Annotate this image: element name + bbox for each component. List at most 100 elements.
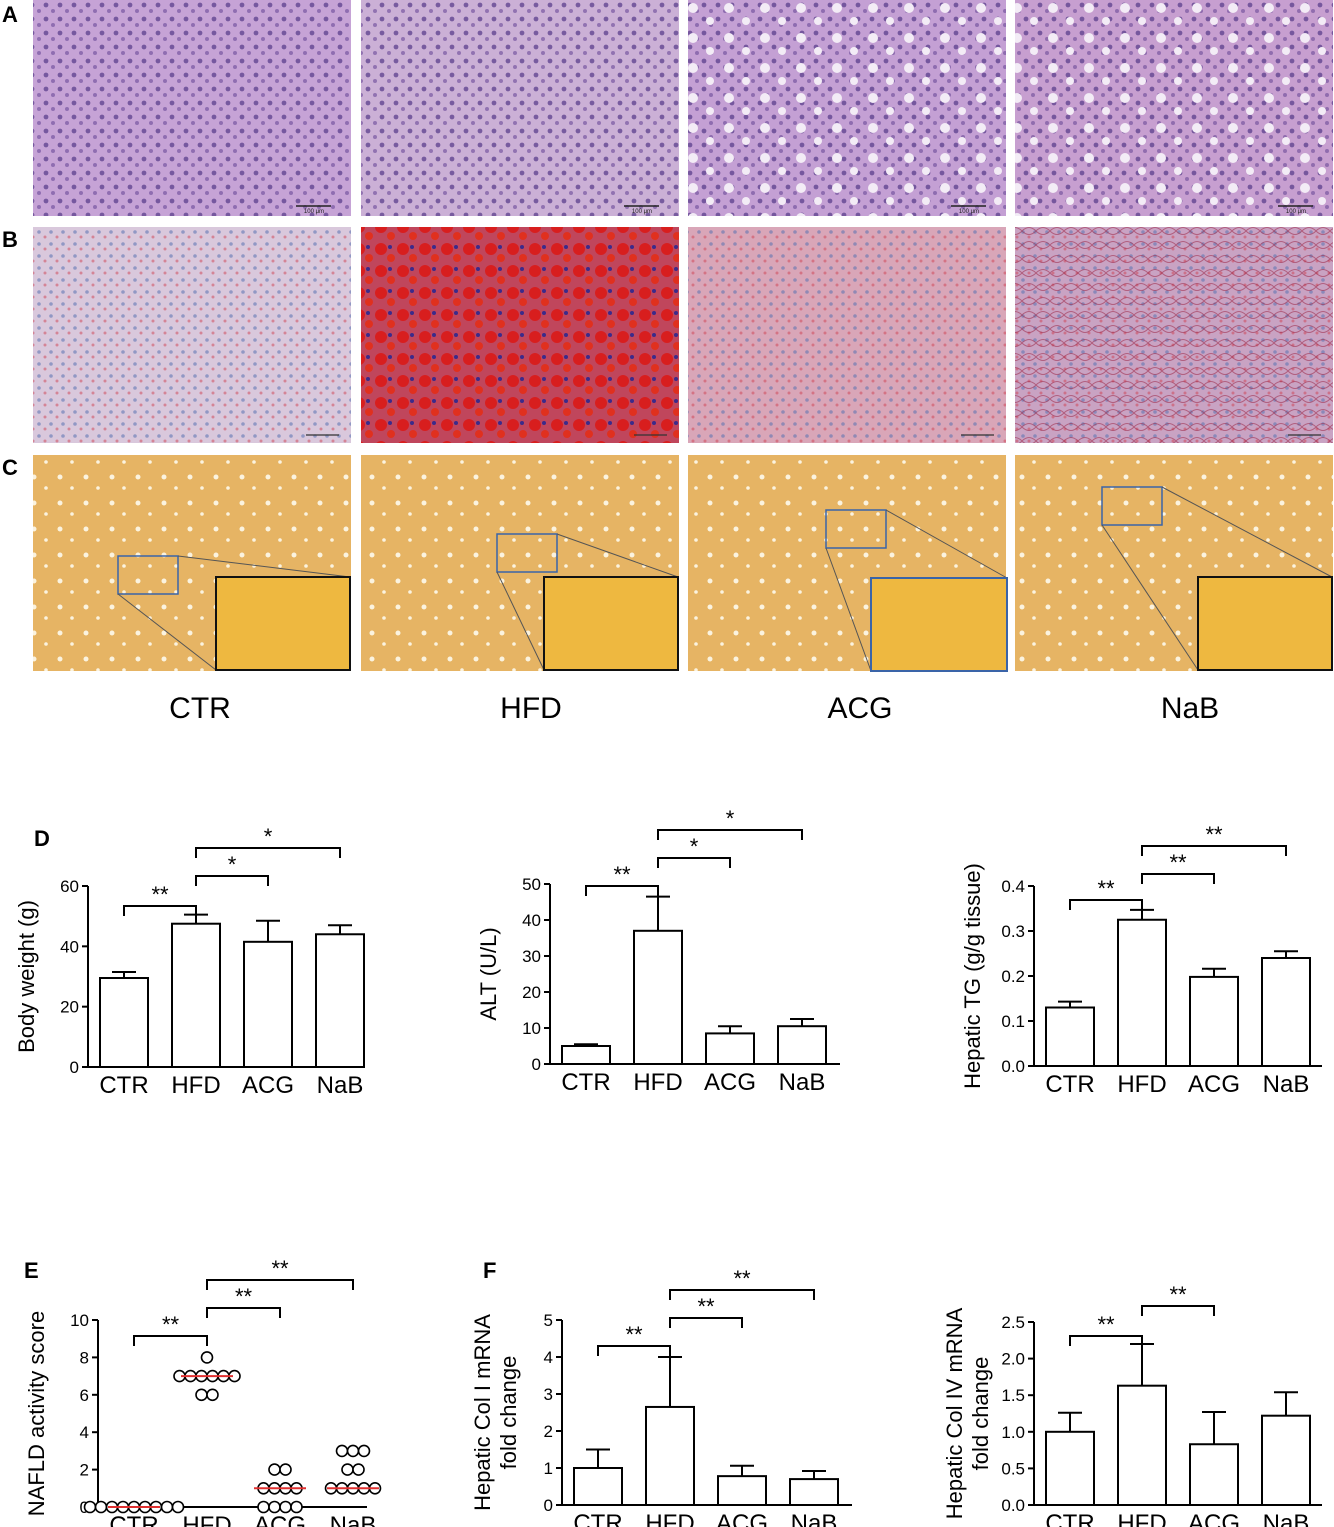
chart-4: 0246810CTRHFDACGNaBNAFLD activity score*… [24,1256,382,1527]
micrograph-a-hfd: 100 μm [361,0,679,216]
significance-bracket [1069,1335,1143,1346]
bar-ctr [1045,1006,1095,1067]
scale-bar-label: 100 μm [1286,209,1306,215]
bar-nab [315,933,365,1068]
significance-bracket [1141,1305,1215,1316]
scale-bar-label: 100 μm [304,209,324,215]
zoom-line [117,593,217,671]
group-label-nab: NaB [1161,692,1219,725]
bar-nab [1261,957,1311,1067]
significance-bracket [657,829,803,840]
scale-bar-label: 100 μm [632,209,652,215]
significance-label: ** [271,1256,289,1281]
zoom-inset [543,576,679,671]
data-point [341,1463,354,1476]
panel-letter-f: F [483,1258,496,1283]
significance-bracket [597,1345,671,1356]
micrograph-c-hfd [361,455,679,671]
significance-bracket [195,875,269,886]
y-tick-label: 0.5 [1001,1459,1025,1478]
micrograph-c-ctr [33,455,351,671]
bar-acg [705,1032,755,1066]
data-point [290,1500,303,1514]
zoom-line [1101,524,1199,671]
y-axis-label: Hepatic Col IV mRNA [942,1307,967,1519]
y-axis-label: ALT (U/L) [476,927,501,1020]
y-tick-label: 60 [60,877,79,896]
chart-6: 0.0 0.5 1.0 1.5 2.0 2.5 CTR HFD ACG NaB Hepatic Co… [942,1282,1322,1527]
y-axis-label: Hepatic Col I mRNA [470,1314,495,1511]
panel-letter-a: A [2,2,18,27]
x-tick-label: NaB [779,1069,826,1096]
bar-hfd [1117,1384,1167,1506]
y-tick-label: 50 [522,875,541,894]
significance-bracket [669,1289,815,1300]
zoom-line [177,555,351,578]
y-axis-label: Body weight (g) [14,900,39,1053]
micrograph-panels: A B C 100 μm 100 μm 100 μm 100 μm CTR HFD ACG NaB [2,0,1333,725]
y-tick-label: 6 [80,1386,89,1405]
data-point [206,1388,219,1402]
significance-label: ** [1097,876,1115,901]
micrograph-texture [361,227,679,443]
significance-bracket [669,1317,743,1328]
data-point [171,1500,185,1514]
y-axis-label: Hepatic TG (g/g tissue) [960,863,985,1089]
x-tick-label: CTR [561,1069,610,1096]
significance-label: ** [613,862,631,887]
y-tick-label: 40 [522,911,541,930]
group-label-hfd: HFD [500,692,562,725]
bar-hfd [171,922,221,1068]
scale-bar-label: 100 μm [959,209,979,215]
y-tick-label: 4 [80,1423,89,1442]
y-tick-label: 20 [60,998,79,1017]
micrograph-a-ctr: 100 μm [33,0,351,216]
x-tick-label: CTR [573,1510,622,1527]
micrograph-c-acg [688,455,1008,672]
data-point [83,1500,97,1514]
significance-bracket [206,1279,354,1290]
micrograph-b-nab [1015,227,1333,443]
significance-label: ** [625,1322,643,1347]
data-point [200,1351,214,1364]
data-point [257,1500,270,1514]
data-point [195,1388,208,1402]
bar-acg [243,940,293,1069]
micrograph-c-nab [1015,455,1333,671]
y-tick-label: 1.5 [1001,1386,1025,1405]
y-tick-label: 30 [522,947,541,966]
y-tick-label: 1.0 [1001,1423,1025,1442]
y-tick-label: 40 [60,937,79,956]
significance-bracket [1069,899,1143,910]
significance-bracket [1141,873,1215,884]
chart-3: 0.0 0.1 0.2 0.3 0.4 CTR HFD ACG NaB Hepatic TG (g… [960,822,1322,1098]
panel-letter-d: D [34,826,50,851]
significance-bracket [206,1307,281,1318]
data-point [352,1463,365,1476]
data-point [268,1463,281,1476]
micrograph-vacuoles [1015,0,1333,216]
micrograph-mesh [1015,227,1333,443]
x-tick-label: NaB [1263,1071,1310,1098]
zoom-inset [1197,576,1333,671]
y-axis-label: NAFLD activity score [24,1311,49,1516]
x-tick-label: HFD [1117,1071,1166,1098]
micrograph-vacuoles [688,0,1006,216]
bar-nab [1261,1414,1311,1507]
bar-ctr [573,1467,623,1506]
y-axis-label: fold change [496,1356,521,1470]
significance-label: ** [1097,1312,1115,1337]
zoom-line [885,509,1008,579]
y-tick-label: 2 [544,1422,553,1441]
bar-acg [717,1475,767,1507]
bar-ctr [561,1045,611,1065]
data-point [279,1463,292,1476]
y-tick-label: 5 [544,1311,553,1330]
y-tick-label: 0 [544,1496,553,1515]
zoom-box [825,509,887,549]
group-label-ctr: CTR [169,692,231,725]
x-tick-label: NaB [330,1512,377,1527]
